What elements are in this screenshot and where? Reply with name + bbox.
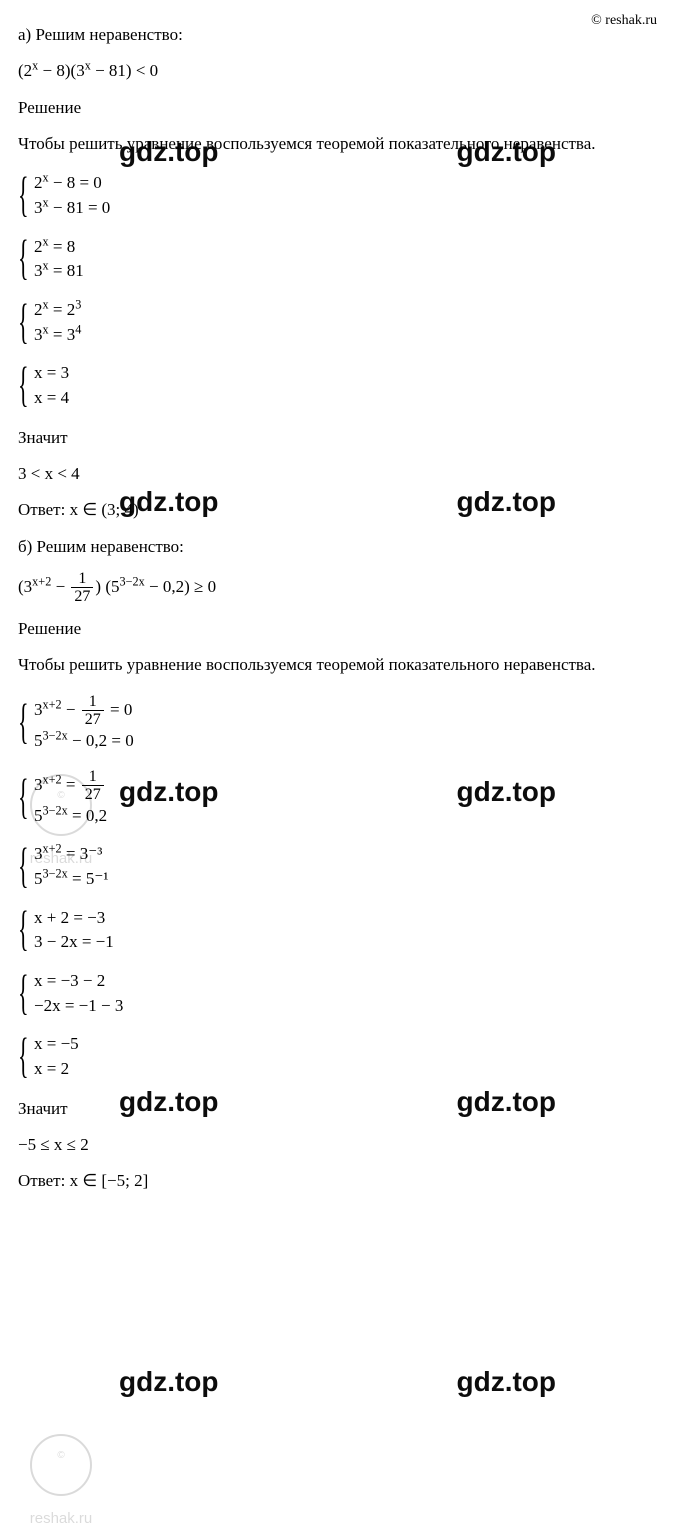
part-a-sys3: 2x = 23 3x = 34 <box>18 298 657 347</box>
solution-label-b: Решение <box>18 616 657 642</box>
part-b-sys6: x = −5 x = 2 <box>18 1032 657 1081</box>
part-b-answer: Ответ: x ∈ [−5; 2] <box>18 1168 657 1194</box>
part-a-range: 3 < x < 4 <box>18 461 657 487</box>
part-a-sys1: 2x − 8 = 0 3x − 81 = 0 <box>18 171 657 220</box>
part-a-sys2: 2x = 8 3x = 81 <box>18 235 657 284</box>
copyright: © reshak.ru <box>591 10 657 32</box>
part-b-inequality: (3x+2 − 127) (53−2x − 0,2) ≥ 0 <box>18 570 657 606</box>
part-b-sys5: x = −3 − 2 −2x = −1 − 3 <box>18 969 657 1018</box>
part-a-sys4: x = 3 x = 4 <box>18 361 657 410</box>
part-a-answer: Ответ: x ∈ (3; 4) <box>18 497 657 523</box>
watermark-text: gdz.top <box>456 1360 556 1403</box>
part-b-sys3: 3x+2 = 3⁻³ 53−2x = 5⁻¹ <box>18 842 657 891</box>
part-a-title: а) Решим неравенство: <box>18 22 657 48</box>
part-a-inequality: (2x − 8)(3x − 81) < 0 <box>18 58 657 84</box>
part-b-explain: Чтобы решить уравнение воспользуемся тео… <box>18 652 657 678</box>
solution-label-a: Решение <box>18 95 657 121</box>
watermark-row-5: gdz.top gdz.top <box>0 1360 675 1403</box>
part-b-range: −5 ≤ x ≤ 2 <box>18 1132 657 1158</box>
svg-text:©: © <box>57 1450 65 1461</box>
part-b-title: б) Решим неравенство: <box>18 534 657 560</box>
part-b-sys4: x + 2 = −3 3 − 2x = −1 <box>18 906 657 955</box>
part-b-sys2: 3x+2 = 127 53−2x = 0,2 <box>18 768 657 829</box>
part-b-sys1: 3x+2 − 127 = 0 53−2x − 0,2 = 0 <box>18 693 657 754</box>
watermark-circle-2: © reshak.ru <box>16 1430 106 1531</box>
watermark-text: gdz.top <box>119 1360 219 1403</box>
znachit-a: Значит <box>18 425 657 451</box>
part-a-explain: Чтобы решить уравнение воспользуемся тео… <box>18 131 657 157</box>
znachit-b: Значит <box>18 1096 657 1122</box>
